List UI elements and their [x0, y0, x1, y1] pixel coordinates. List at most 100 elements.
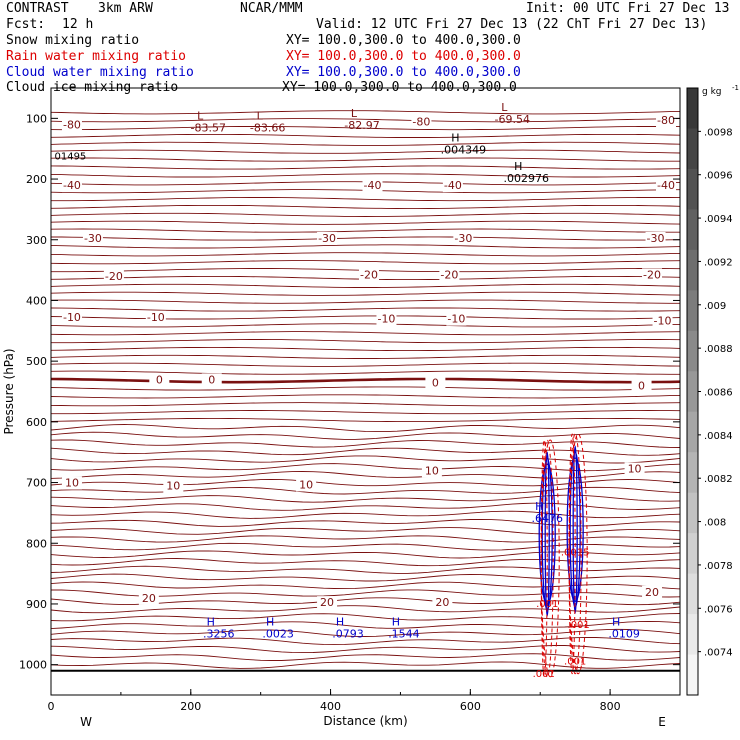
extremum-type: H	[392, 615, 400, 628]
temperature-contour-line	[50, 581, 681, 590]
temperature-label: 20	[645, 586, 659, 599]
colorbar-segment	[687, 88, 698, 129]
temperature-contour-line	[50, 486, 681, 495]
x-tick-label: 0	[48, 700, 55, 713]
temperature-contour-line	[50, 565, 681, 574]
rain-water-contour	[540, 439, 560, 678]
temperature-label: -30	[318, 232, 336, 245]
temperature-contour-line	[50, 165, 681, 170]
temperature-contour-line	[50, 394, 681, 399]
label-mask	[425, 376, 446, 390]
temperature-contour-line	[50, 417, 681, 423]
temperature-label: -40	[444, 179, 462, 192]
temperature-label: -20	[105, 270, 123, 283]
temperature-contour-line	[50, 133, 681, 138]
temperature-contours	[50, 110, 681, 672]
label-mask	[61, 310, 82, 324]
label-mask	[103, 270, 124, 284]
temperature-contour-line	[50, 424, 681, 433]
extremum-type: H	[266, 615, 274, 628]
label-mask	[145, 310, 166, 324]
extremum-type: H	[535, 500, 543, 513]
temperature-label: -30	[84, 232, 102, 245]
colorbar-segment	[687, 249, 698, 291]
label-mask	[61, 476, 82, 490]
label-mask	[624, 462, 645, 476]
temperature-label: -10	[654, 314, 672, 327]
extremum-value: .0109	[608, 627, 640, 640]
label-mask	[642, 585, 663, 599]
label-mask	[631, 379, 652, 393]
legend-snow-xy: XY= 100.0,300.0 to 400.0,300.0	[286, 33, 521, 48]
label-mask	[201, 373, 222, 387]
extremum-value: .6476	[531, 512, 563, 525]
colorbar-tick-label: .0088	[704, 344, 733, 355]
extremum-type: L	[501, 101, 508, 114]
header-fcst-label: Fcst:	[6, 17, 46, 32]
label-mask	[362, 179, 383, 193]
temperature-contour-line	[50, 645, 681, 654]
label-mask	[61, 179, 82, 193]
y-tick-label: 300	[26, 234, 47, 247]
temperature-label: -40	[364, 179, 382, 192]
temperature-contour-line	[50, 260, 681, 265]
temperature-contour-line	[50, 628, 681, 637]
colorbar-segment	[687, 452, 698, 494]
extremum-type: L	[257, 110, 264, 123]
temperature-contour-line	[50, 535, 681, 543]
colorbar: .0098 .0096 .0094 .0092 .009 .0088 .0086 .0084.…	[686, 84, 739, 696]
header-org: NCAR/MMM	[240, 1, 303, 16]
temperature-contour-line	[50, 471, 681, 479]
extremum-value: .002976	[503, 172, 549, 185]
temperature-contour-line	[51, 197, 681, 202]
contour-value-label: .001	[533, 669, 555, 680]
contour-value-label: .001	[536, 599, 558, 610]
temperature-contour-line	[50, 323, 681, 328]
temperature-label: -30	[647, 232, 665, 245]
temperature-label: 20	[435, 596, 449, 609]
temperature-contour-line	[50, 283, 681, 288]
temperature-contour-line	[50, 220, 681, 225]
header-model: CONTRAST	[6, 1, 69, 16]
extremum-type: L	[351, 107, 358, 120]
temperature-contour-line	[50, 653, 681, 661]
cloud-water-contour	[566, 457, 584, 602]
label-mask	[138, 591, 159, 605]
y-tick-label: 700	[26, 477, 47, 490]
temperature-contour-line	[50, 439, 681, 448]
temperature-label: -30	[454, 232, 472, 245]
extremum-type: H	[336, 615, 344, 628]
temperature-contour-line	[50, 118, 681, 123]
label-mask	[656, 179, 677, 193]
y-axis-label: Pressure (hPa)	[2, 348, 16, 434]
label-mask	[317, 231, 338, 245]
rain-water-contour	[540, 439, 554, 678]
x-end-label-east: E	[658, 715, 666, 729]
temperature-label: -40	[63, 179, 81, 192]
y-tick-label: 800	[26, 537, 47, 550]
x-axis-label: Distance (km)	[323, 714, 407, 728]
label-mask	[439, 268, 460, 282]
label-mask	[642, 268, 663, 282]
colorbar-tick-label: .0076	[704, 604, 733, 615]
temperature-contour-line	[50, 204, 681, 210]
y-tick-label: 200	[26, 173, 47, 186]
x-tick-label: 600	[460, 700, 481, 713]
temperature-contour-line	[50, 252, 681, 257]
temperature-label: -80	[63, 118, 81, 131]
temperature-label: -20	[360, 268, 378, 281]
colorbar-segment	[687, 614, 698, 656]
colorbar-segment	[687, 128, 698, 170]
temperature-contour-line	[50, 110, 681, 115]
extremum-value: .1544	[388, 627, 420, 640]
label-mask	[317, 596, 338, 610]
label-mask	[446, 312, 467, 326]
temperature-contour-line	[50, 212, 681, 217]
colorbar-segment	[687, 533, 698, 575]
temperature-contour-line	[50, 636, 681, 646]
temperature-label: -40	[657, 179, 675, 192]
temperature-label: -80	[657, 114, 675, 127]
legend-snow-name: Snow mixing ratio	[6, 33, 140, 48]
temperature-label: -10	[147, 311, 165, 324]
extremum-type: H	[514, 160, 522, 173]
